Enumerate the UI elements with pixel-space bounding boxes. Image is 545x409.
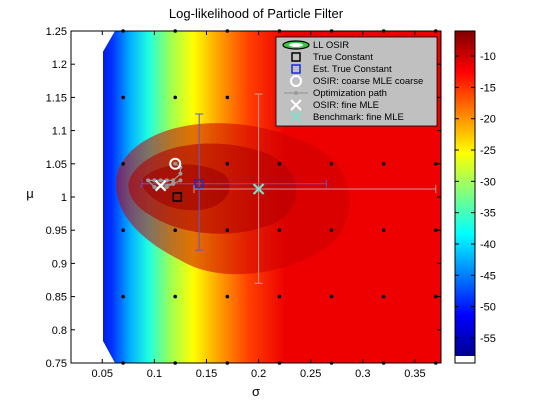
y-tick-label: 1.05	[46, 159, 67, 171]
grid-point	[433, 162, 438, 166]
x-tick-label: 0.15	[196, 368, 217, 380]
legend-symbol-fine-b	[290, 99, 302, 111]
grid-point	[433, 228, 438, 232]
white-region-boundary	[71, 31, 115, 363]
legend-symbol-est	[291, 64, 301, 74]
fine-mle-marker-stroke-b	[154, 179, 167, 192]
legend-label-bench: Benchmark: fine MLE	[313, 112, 404, 123]
colorbar-tick-label: -20	[480, 114, 496, 126]
x-tick-label: 0.1	[147, 368, 162, 380]
y-tick-label: 1.15	[46, 92, 67, 104]
legend-symbol-ll-core	[289, 43, 303, 47]
grid-point	[381, 162, 386, 166]
true-constant-marker	[172, 192, 183, 202]
grid-point	[225, 228, 230, 232]
y-tick-label: 1.25	[46, 26, 67, 38]
y-axis: 0.75 0.8 0.85 0.9 0.95 1 1.05 1.1 1.15 1.2 1.25	[46, 26, 441, 370]
y-tick-label: 1.2	[52, 59, 67, 71]
grid-point	[121, 95, 125, 100]
legend-label-fine: OSIR: fine MLE	[313, 100, 379, 111]
legend-box	[275, 36, 438, 127]
colorbar-tick-label: -10	[480, 51, 496, 63]
grid-point	[329, 162, 334, 166]
grid-point	[121, 162, 125, 166]
dark-region-inner	[140, 164, 230, 211]
optimization-path-point	[178, 171, 183, 176]
legend: LL OSIR True Constant Est. True Constant…	[275, 36, 438, 127]
colorbar-tick-label: -30	[480, 176, 496, 188]
colorbar: -10 -15 -20 -25 -30 -35 -40 -45 -50 -55	[454, 30, 496, 364]
grid-point	[173, 294, 178, 299]
colorbar-tick-label: -45	[480, 270, 496, 282]
optimization-path-point	[164, 185, 169, 190]
colorbar-white-end	[455, 356, 475, 363]
grid-point	[277, 294, 282, 299]
grid-points	[121, 29, 438, 365]
x-tick-label: 0.25	[300, 368, 321, 380]
legend-label-ll: LL OSIR	[313, 40, 349, 51]
y-tick-label: 0.75	[46, 358, 67, 370]
x-tick-label: 0.3	[355, 368, 370, 380]
colorbar-tick-label: -25	[480, 145, 496, 157]
grid-point	[329, 294, 334, 299]
legend-symbols	[282, 40, 310, 123]
legend-label-coarse: OSIR: coarse MLE coarse	[313, 76, 423, 87]
legend-symbol-path-point	[294, 91, 298, 95]
colorbar-tick-label: -15	[480, 82, 496, 94]
colorbar-tick-label: -55	[480, 333, 496, 345]
legend-symbol-true	[291, 52, 301, 62]
benchmark-mle-marker-stroke-b	[252, 183, 265, 195]
legend-label-est: Est. True Constant	[313, 64, 392, 75]
colorbar-tick-label: -50	[480, 302, 496, 314]
legend-label-path: Optimization path	[313, 88, 387, 99]
y-tick-label: 1	[61, 192, 67, 204]
y-tick-label: 0.95	[46, 225, 67, 237]
y-tick-label: 0.9	[52, 258, 67, 270]
colorbar-frame	[454, 30, 476, 364]
optimization-path-point	[171, 181, 176, 186]
grid-point	[121, 294, 125, 299]
grid-point	[225, 162, 230, 166]
coarse-mle-marker	[169, 157, 182, 170]
grid-point	[381, 228, 386, 232]
optimization-path-point	[171, 178, 176, 183]
est-true-constant-marker	[194, 178, 204, 189]
grid-point	[225, 95, 230, 100]
grid-point	[329, 228, 334, 232]
optimization-path-point	[146, 178, 151, 183]
grid-point	[381, 294, 386, 299]
optimization-path-point	[158, 178, 163, 183]
y-tick-label: 1.1	[52, 126, 67, 138]
colorbar-gradient	[455, 31, 475, 356]
chart-title: Log-likelihood of Particle Filter	[169, 6, 344, 21]
x-axis-label: σ	[252, 384, 260, 399]
colorbar-ticks: -10 -15 -20 -25 -30 -35 -40 -45 -50 -55	[455, 51, 496, 345]
legend-label-true: True Constant	[313, 52, 373, 63]
x-tick-label: 0.35	[404, 368, 425, 380]
colorbar-tick-label: -40	[480, 239, 496, 251]
grid-point	[121, 228, 125, 232]
x-axis: 0.05 0.1 0.15 0.2 0.25 0.3 0.35	[92, 31, 426, 380]
y-axis-label: μ	[26, 186, 34, 201]
grid-point	[173, 95, 178, 100]
optimization-path-point	[178, 178, 183, 183]
optimization-path-point	[152, 185, 157, 190]
grid-point	[173, 228, 178, 232]
grid-point	[225, 294, 230, 299]
optimization-path-point	[173, 161, 178, 166]
series-layer	[141, 93, 437, 284]
y-tick-label: 0.8	[52, 325, 67, 337]
grid-point	[277, 162, 282, 166]
grid-point	[277, 228, 282, 232]
legend-symbol-bench-b	[290, 111, 302, 123]
y-tick-label: 0.85	[46, 292, 67, 304]
colorbar-tick-label: -35	[480, 208, 496, 220]
legend-symbol-coarse	[290, 75, 302, 87]
grid-point	[433, 294, 438, 299]
x-tick-label: 0.2	[251, 368, 266, 380]
x-tick-label: 0.05	[92, 368, 113, 380]
